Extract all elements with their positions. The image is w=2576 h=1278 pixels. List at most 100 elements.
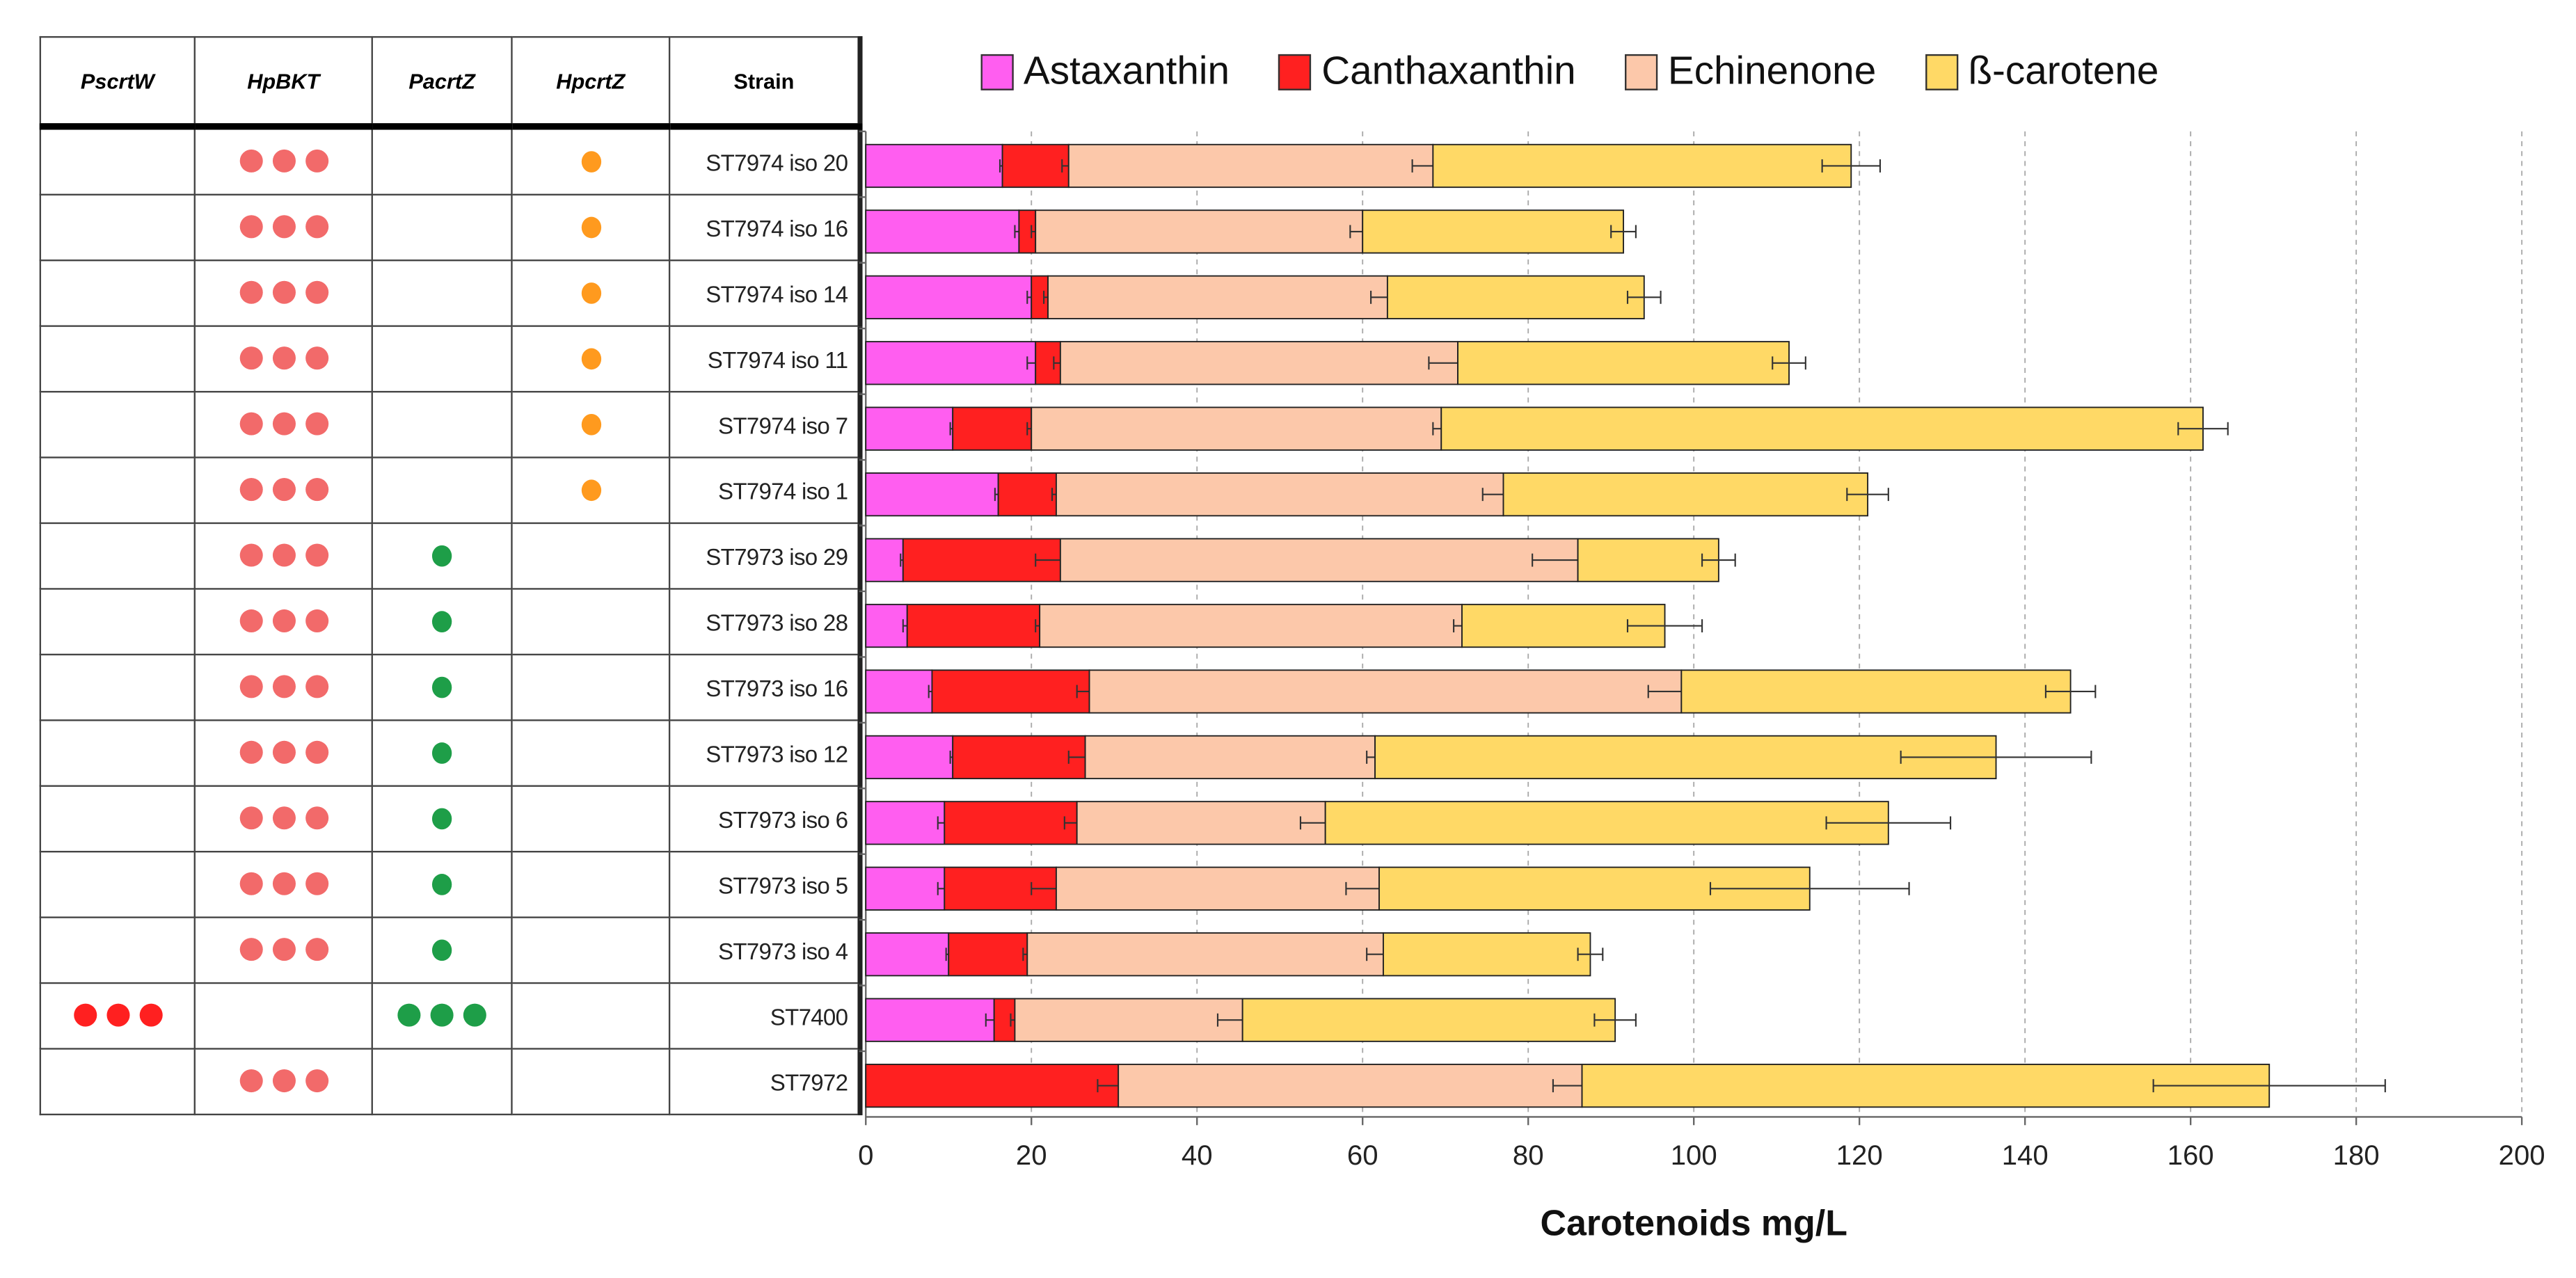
gene-cell-pscrtw [39, 193, 196, 262]
bar-segment-astaxanthin [865, 669, 933, 714]
bar-segment-carotene [1577, 538, 1719, 582]
strain-label: ST7974 iso 14 [668, 259, 863, 327]
gene-copy-dot [239, 675, 262, 699]
gene-cell-hpcrtz [511, 1048, 671, 1116]
table-row: ST7974 iso 14 [39, 259, 863, 327]
bar-segment-canthaxanthin [931, 669, 1090, 714]
gene-cell-pacrtz [371, 588, 513, 656]
bar-segment-astaxanthin [865, 603, 908, 648]
bar-segment-astaxanthin [865, 341, 1037, 385]
gene-cell-hpbkt [193, 653, 373, 721]
table-header-row: PscrtW HpBKT PacrtZ HpcrtZ Strain [39, 35, 863, 130]
gene-copy-dot [304, 478, 328, 502]
legend-item: Canthaxanthin [1278, 49, 1576, 95]
table-row: ST7973 iso 5 [39, 850, 863, 918]
gene-cell-pacrtz [371, 193, 513, 262]
gene-cell-pacrtz [371, 719, 513, 787]
table-row: ST7974 iso 16 [39, 193, 863, 262]
gene-cell-hpbkt [193, 259, 373, 327]
strain-label: ST7974 iso 1 [668, 456, 863, 525]
gene-copy-dot [431, 873, 452, 895]
gene-copy-dot [580, 479, 601, 501]
gene-cell-hpbkt [193, 193, 373, 262]
strain-label: ST7400 [668, 982, 863, 1050]
table-row: ST7973 iso 4 [39, 916, 863, 984]
x-tick-label: 60 [1347, 1140, 1378, 1171]
bar-segment-carotene [1383, 932, 1591, 977]
gene-cell-hpcrtz [511, 850, 671, 918]
column-header-hpbkt: HpBKT [193, 35, 373, 130]
x-tick-label: 160 [2168, 1140, 2214, 1171]
table-row: ST7974 iso 20 [39, 125, 863, 195]
bar-segment-canthaxanthin [997, 472, 1057, 517]
gene-copy-dot [271, 675, 295, 699]
x-tick-label: 200 [2499, 1140, 2545, 1171]
gene-copy-dot [239, 938, 262, 961]
strain-label: ST7973 iso 29 [668, 522, 863, 590]
gene-cell-pscrtw [39, 522, 196, 590]
gene-copy-dot [580, 282, 601, 304]
x-tick-label: 80 [1513, 1140, 1544, 1171]
strain-label: ST7973 iso 4 [668, 916, 863, 984]
gene-copy-dot [431, 676, 452, 698]
gene-copy-dot [304, 281, 328, 305]
bar-segment-echinenone [1026, 932, 1384, 977]
bar-segment-astaxanthin [865, 143, 1003, 189]
strain-label: ST7974 iso 16 [668, 193, 863, 262]
gene-cell-pacrtz [371, 456, 513, 525]
gene-copy-dot [304, 741, 328, 765]
gene-cell-hpcrtz [511, 785, 671, 853]
gene-copy-dot [580, 150, 601, 173]
gene-copy-dot [239, 346, 262, 370]
gene-copy-dot [271, 346, 295, 370]
gene-cell-hpbkt [193, 390, 373, 458]
gene-copy-dot [397, 1004, 421, 1028]
gene-copy-dot [239, 215, 262, 239]
gene-cell-hpcrtz [511, 193, 671, 262]
gene-copy-dot [239, 281, 262, 305]
legend-item: Echinenone [1625, 49, 1876, 95]
strain-label: ST7973 iso 6 [668, 785, 863, 853]
bar-segment-echinenone [1039, 603, 1463, 648]
gene-copy-dot [431, 610, 452, 632]
gene-cell-hpbkt [193, 125, 373, 195]
gene-copy-dot [239, 413, 262, 436]
gene-copy-dot [431, 938, 452, 961]
bar-segment-echinenone [1055, 866, 1380, 911]
gene-cell-pacrtz [371, 916, 513, 984]
gene-copy-dot [271, 1069, 295, 1093]
table-row: ST7973 iso 28 [39, 588, 863, 656]
gene-copy-dot [431, 808, 452, 829]
gene-copy-dot [239, 806, 262, 830]
gene-cell-hpbkt [193, 916, 373, 984]
gene-copy-dot [271, 150, 295, 173]
bar-segment-carotene [1386, 275, 1645, 319]
gene-cell-pacrtz [371, 982, 513, 1050]
strain-label: ST7972 [668, 1048, 863, 1116]
gene-cell-pacrtz [371, 1048, 513, 1116]
gene-cell-pacrtz [371, 259, 513, 327]
gene-copy-dot [239, 544, 262, 568]
gene-copy-dot [239, 150, 262, 173]
gene-copy-dot [463, 1004, 486, 1028]
legend-item: Astaxanthin [980, 49, 1230, 95]
gene-copy-dot [271, 544, 295, 568]
gene-copy-dot [239, 609, 262, 633]
gene-cell-hpcrtz [511, 982, 671, 1050]
bar-segment-astaxanthin [865, 866, 946, 911]
gene-cell-pscrtw [39, 588, 196, 656]
column-header-hpcrtz: HpcrtZ [511, 35, 671, 130]
bar-segment-echinenone [1059, 538, 1579, 582]
bar-segment-carotene [1432, 143, 1852, 189]
gene-cell-pacrtz [371, 653, 513, 721]
bar-segment-astaxanthin [865, 998, 995, 1042]
bar-segment-echinenone [1031, 406, 1442, 451]
bar-segment-astaxanthin [865, 735, 954, 780]
gene-cell-pscrtw [39, 916, 196, 984]
gene-cell-hpcrtz [511, 259, 671, 327]
bar-segment-carotene [1324, 801, 1889, 845]
bar-segment-echinenone [1076, 801, 1326, 845]
strain-label: ST7973 iso 16 [668, 653, 863, 721]
